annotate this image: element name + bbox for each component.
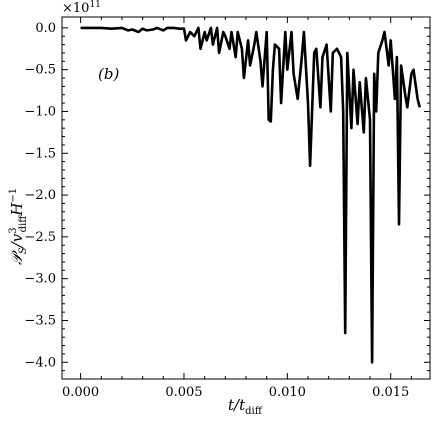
y-tick-label: −0.5: [24, 63, 56, 78]
panel-label: (b): [98, 65, 119, 83]
y-tick-label: −2.5: [24, 230, 56, 245]
y-tick-label: −1.0: [24, 104, 56, 119]
x-tick-label: 0.015: [372, 385, 409, 400]
y-tick-label: −1.5: [24, 146, 56, 161]
series-line: [80, 26, 421, 364]
y-tick-label: −3.0: [24, 272, 56, 287]
tick-marks: [62, 17, 430, 380]
y-multiplier: ×1011: [62, 0, 101, 16]
x-tick-labels: 0.000 0.005 0.010 0.015: [62, 385, 409, 400]
x-tick-label: 0.010: [269, 385, 306, 400]
x-axis-label: t/tdiff: [228, 396, 263, 417]
y-tick-label: 0.0: [35, 21, 56, 36]
y-tick-label: −2.0: [24, 188, 56, 203]
y-tick-label: −4.0: [24, 355, 56, 370]
x-tick-label: 0.005: [165, 385, 202, 400]
x-tick-label: 0.000: [62, 385, 99, 400]
y-tick-labels: 0.0 −0.5 −1.0 −1.5 −2.0 −2.5 −3.0 −3.5 −4.0: [24, 21, 56, 370]
y-axis-label: 𝒫S/v3diffH−1: [8, 188, 29, 265]
y-tick-label: −3.5: [24, 313, 56, 328]
